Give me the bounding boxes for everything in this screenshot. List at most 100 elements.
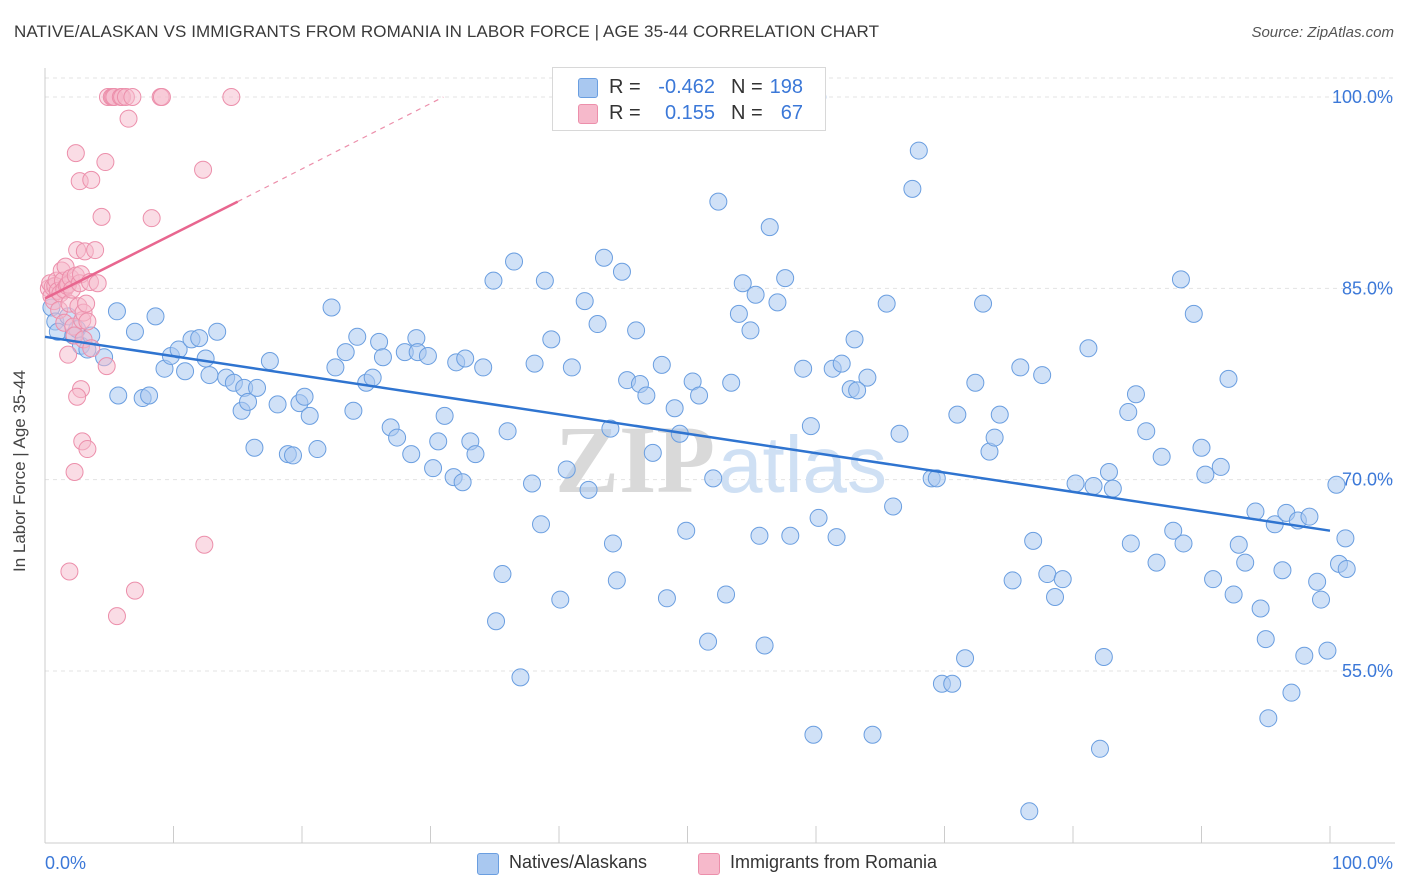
point-natives [523, 474, 542, 493]
point-natives [733, 274, 752, 293]
point-natives [985, 428, 1004, 447]
point-natives [832, 354, 851, 373]
point-natives [487, 612, 506, 631]
watermark-zip: ZIP [555, 406, 715, 513]
point-natives [760, 218, 779, 237]
legend-row-natives: R = -0.462 N = 198 [553, 75, 825, 101]
point-natives [196, 349, 215, 368]
point-natives [484, 271, 503, 290]
point-natives [643, 443, 662, 462]
point-natives [1024, 531, 1043, 550]
point-natives [909, 141, 928, 160]
point-natives [801, 417, 820, 436]
point-natives [453, 473, 472, 492]
point-natives [525, 354, 544, 373]
point-natives [245, 438, 264, 457]
point-natives [607, 571, 626, 590]
chart-title: NATIVE/ALASKAN VS IMMIGRANTS FROM ROMANI… [14, 22, 880, 41]
x-tick-labels: 0.0% 100.0% [45, 853, 1393, 873]
point-natives [498, 422, 517, 441]
point-natives [709, 192, 728, 211]
point-natives [1184, 304, 1203, 323]
point-natives [575, 292, 594, 311]
point-natives [322, 298, 341, 317]
point-natives [665, 399, 684, 418]
series-natives [42, 88, 1356, 821]
point-natives [1273, 561, 1292, 580]
point-natives [402, 445, 421, 464]
point-romania [142, 209, 161, 228]
point-natives [248, 378, 267, 397]
point-natives [704, 469, 723, 488]
legend-swatch-blue [578, 78, 598, 98]
point-natives [109, 386, 128, 405]
point-natives [601, 419, 620, 438]
trend-line-romania [44, 200, 239, 300]
point-natives [200, 366, 219, 385]
point-romania [78, 440, 97, 459]
point-natives [1126, 385, 1145, 404]
point-natives [435, 406, 454, 425]
point-natives [804, 725, 823, 744]
point-romania [66, 144, 85, 163]
point-romania [195, 535, 214, 554]
point-natives [1137, 422, 1156, 441]
point-natives [699, 632, 718, 651]
watermark-atlas: atlas [718, 420, 887, 509]
y-tick-label: 100.0% [1332, 87, 1393, 107]
point-natives [557, 460, 576, 479]
point-natives [1152, 447, 1171, 466]
point-natives [746, 285, 765, 304]
watermark: ZIP atlas [555, 406, 887, 513]
point-natives [344, 401, 363, 420]
legend-n-value: 198 [769, 76, 803, 98]
point-natives [1300, 507, 1319, 526]
point-natives [300, 406, 319, 425]
point-natives [190, 329, 209, 348]
point-romania [97, 357, 116, 376]
point-natives [627, 321, 646, 340]
point-natives [1171, 270, 1190, 289]
legend-swatch-pink [578, 104, 598, 124]
point-natives [1204, 570, 1223, 589]
point-natives [493, 565, 512, 584]
point-natives [877, 294, 896, 313]
point-natives [1251, 599, 1270, 618]
point-romania [222, 88, 241, 106]
trend-lines [44, 96, 1331, 532]
point-natives [1337, 559, 1356, 578]
legend-r-label: R = [609, 76, 641, 98]
point-natives [974, 294, 993, 313]
axes [44, 68, 1395, 844]
point-natives [125, 322, 144, 341]
point-natives [511, 668, 530, 687]
point-natives [474, 358, 493, 377]
point-natives [1211, 457, 1230, 476]
point-natives [260, 352, 279, 371]
point-natives [542, 330, 561, 349]
point-natives [551, 590, 570, 609]
point-natives [1020, 802, 1039, 821]
point-natives [370, 332, 389, 351]
point-natives [388, 428, 407, 447]
point-natives [1103, 479, 1122, 498]
point-natives [1312, 590, 1331, 609]
x-tick-label-start: 0.0% [45, 853, 86, 873]
point-natives [1121, 534, 1140, 553]
point-natives [845, 330, 864, 349]
point-natives [1224, 585, 1243, 604]
point-natives [456, 349, 475, 368]
point-natives [603, 534, 622, 553]
bottom-legend-label-romania: Immigrants from Romania [730, 852, 938, 872]
y-axis-label: In Labor Force | Age 35-44 [10, 370, 29, 572]
point-natives [1066, 474, 1085, 493]
point-natives [1046, 588, 1065, 607]
point-natives [943, 674, 962, 693]
point-natives [827, 528, 846, 547]
source-label: Source: ZipAtlas.com [1251, 24, 1394, 41]
point-natives [956, 649, 975, 668]
point-natives [1079, 339, 1098, 358]
point-natives [1038, 565, 1057, 584]
point-natives [612, 262, 631, 281]
point-natives [717, 585, 736, 604]
